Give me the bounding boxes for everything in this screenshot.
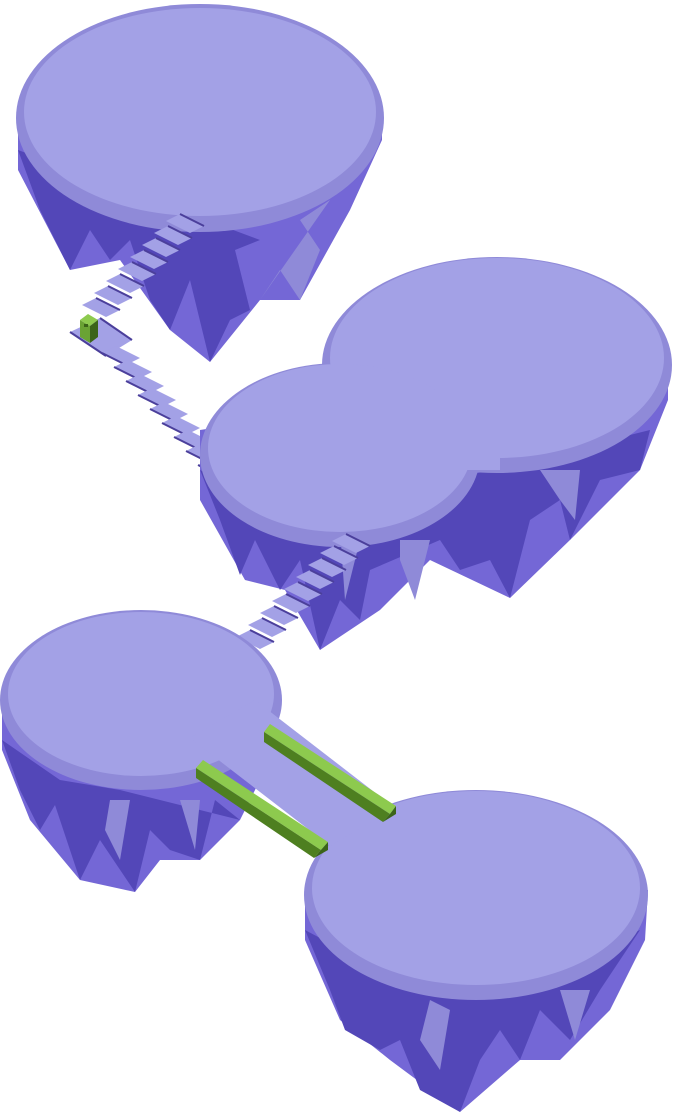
island-cliff-light [105, 800, 200, 860]
island-middle-right[interactable] [200, 257, 672, 650]
bridge-top [264, 724, 396, 814]
player-top [80, 314, 98, 326]
stair-step [320, 545, 359, 565]
bridge-end [383, 806, 396, 822]
player-right-face [90, 320, 98, 343]
player-block[interactable] [80, 314, 98, 343]
stair-step [154, 225, 193, 245]
walkway-deck[interactable] [190, 700, 395, 846]
stair-step [130, 249, 169, 269]
island-top-join [330, 390, 500, 470]
bridge-side [264, 732, 390, 822]
stair-step [296, 569, 335, 589]
stair-step [82, 297, 121, 317]
green-bridge-upper[interactable] [264, 724, 396, 822]
stair-step [106, 273, 145, 293]
bridge-end [314, 842, 328, 858]
island-bottom-right[interactable] [304, 790, 648, 1112]
stair-step [308, 557, 347, 577]
bridge-side [196, 768, 321, 858]
player-window [84, 324, 88, 327]
stair-step [94, 285, 133, 305]
island-cliff-light [420, 990, 590, 1070]
stair-step [118, 261, 157, 281]
stair-step [332, 533, 371, 553]
bridge-top [196, 760, 328, 850]
stair-step [236, 629, 275, 649]
stair-step [284, 581, 323, 601]
stair-step [142, 237, 181, 257]
island-top-left[interactable] [16, 4, 384, 362]
island-top[interactable] [312, 791, 640, 985]
island-top[interactable] [24, 8, 376, 216]
stair-step [248, 617, 287, 637]
island-cliff-light [340, 470, 580, 600]
island-cliff-light [260, 200, 330, 300]
stair-step [260, 605, 299, 625]
stair-step [272, 593, 311, 613]
green-bridge-lower[interactable] [196, 760, 328, 858]
stair-step [166, 213, 205, 233]
